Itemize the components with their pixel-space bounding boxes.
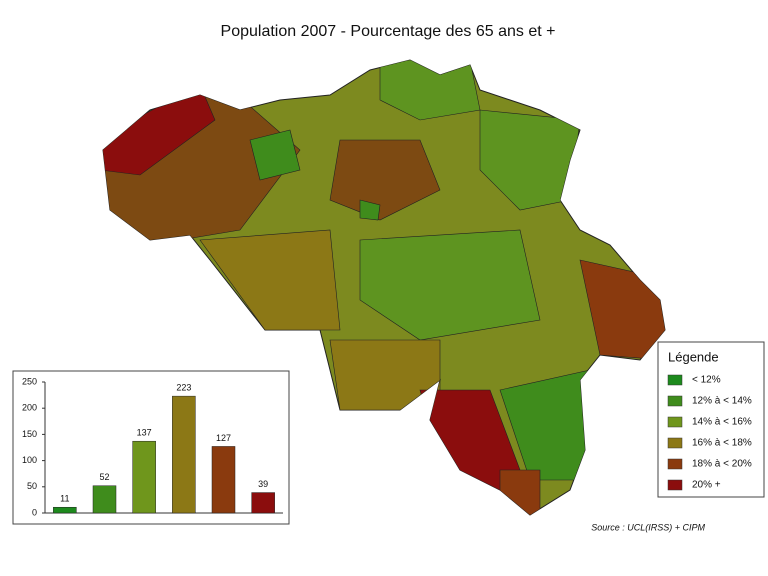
y-tick-label: 200 xyxy=(22,403,37,413)
source: Source : UCL(IRSS) + CIPM xyxy=(591,522,705,532)
map xyxy=(102,59,666,516)
bar xyxy=(92,485,117,514)
bar xyxy=(53,506,77,514)
value-label: 223 xyxy=(176,383,191,393)
bar xyxy=(172,395,196,514)
bar xyxy=(211,446,236,514)
legend-swatch xyxy=(667,374,683,386)
value-label: 52 xyxy=(99,472,109,482)
map-title: Population 2007 - Pourcentage des 65 ans… xyxy=(221,23,556,40)
value-label: 11 xyxy=(60,494,69,504)
legend-swatch xyxy=(667,437,683,449)
y-tick-label: 0 xyxy=(32,507,37,517)
y-tick-label: 100 xyxy=(22,455,37,465)
bar xyxy=(251,492,275,514)
legend-label: < 12% xyxy=(692,375,721,386)
value-label: 39 xyxy=(258,479,268,489)
legend-label: 20% + xyxy=(692,480,721,491)
legend-label: 14% à < 16% xyxy=(692,417,752,428)
legend-swatch xyxy=(667,416,683,428)
y-tick-label: 250 xyxy=(22,376,37,386)
y-tick-label: 150 xyxy=(22,429,37,439)
map-legend: Légende < 12% 12% à < 14% 14% à < 16% 16% à… xyxy=(657,341,765,498)
y-tick-label: 50 xyxy=(27,481,37,491)
legend-label: 16% à < 18% xyxy=(692,438,752,449)
legend-swatch xyxy=(667,395,683,407)
value-label: 127 xyxy=(216,433,231,443)
legend-label: 12% à < 14% xyxy=(692,396,752,407)
bar-chart: 0 50 100 150 200 250 11 52 137 223 127 39 xyxy=(12,370,290,525)
legend-swatch xyxy=(667,479,683,491)
value-label: 137 xyxy=(137,428,152,438)
legend-swatch xyxy=(667,458,683,470)
legend-label: 18% à < 20% xyxy=(692,459,752,470)
bar xyxy=(132,440,156,514)
legend-title: Légende xyxy=(668,349,719,364)
